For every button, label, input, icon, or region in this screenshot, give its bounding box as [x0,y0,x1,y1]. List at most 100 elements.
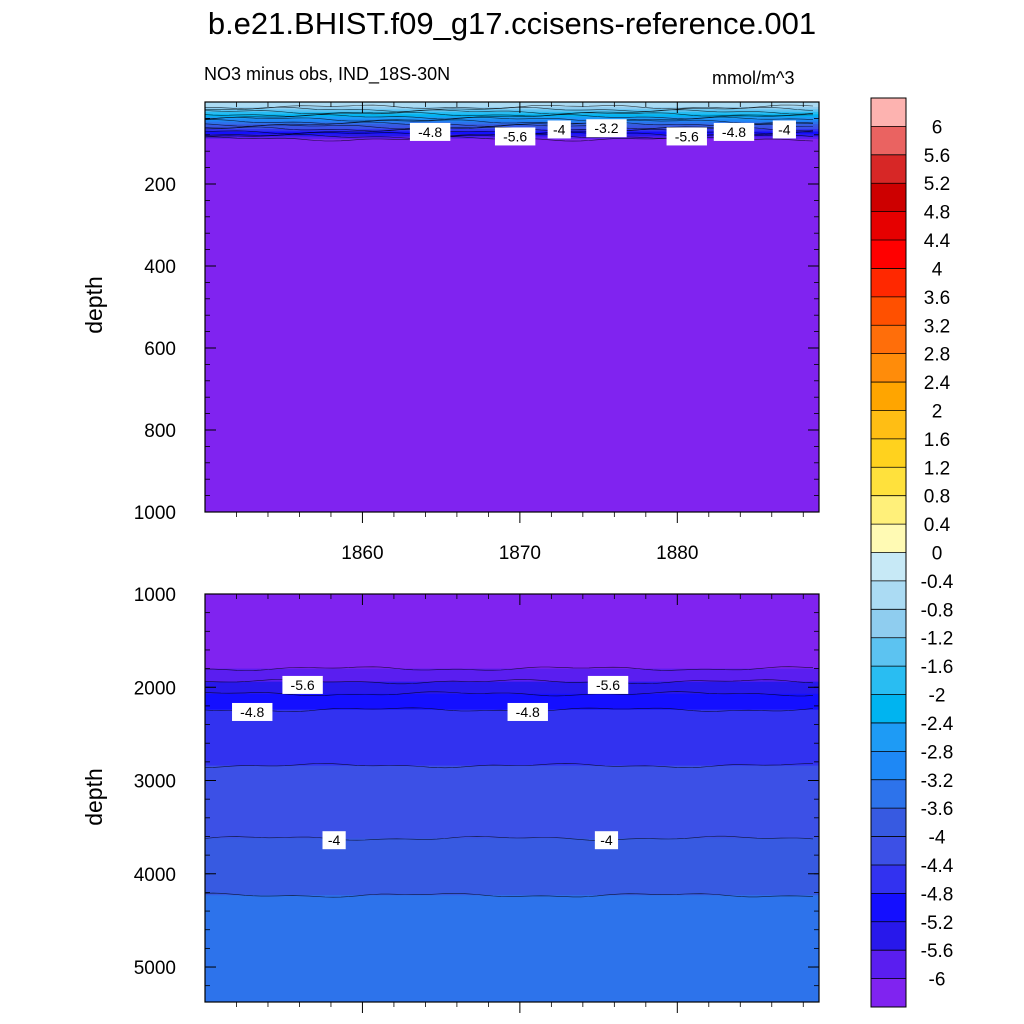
contour-band [205,106,819,110]
y-tick-label: 2000 [134,678,176,699]
colorbar-label: 2.8 [924,345,950,366]
contour-line [205,666,814,671]
contour-band [205,681,819,695]
colorbar-swatch [871,98,906,127]
colorbar-swatch [871,978,906,1008]
chart-title: b.e21.BHIST.f09_g17.ccisens-reference.00… [207,6,817,41]
colorbar-label: -5.2 [921,913,954,934]
contour-label-box [282,675,323,694]
colorbar-label: 3.6 [924,288,950,309]
colorbar-swatch [871,836,906,866]
colorbar-label: 5.2 [924,174,950,195]
contour-label: -4 [778,121,791,137]
y-tick-label: 600 [144,339,176,360]
colorbar-frame [870,97,907,1008]
colorbar-label: 2.4 [924,373,951,394]
colorbar-swatch [871,694,906,724]
contour-band [205,124,819,128]
contour-fill [205,102,819,512]
colorbar-label: -0.4 [921,572,954,593]
colorbar-label: -3.2 [921,771,954,792]
x-tick-label: 1880 [656,543,698,564]
contour-band [205,114,819,118]
colorbar-label: 3.2 [924,316,950,337]
contour-line [205,763,813,769]
colorbar-label: -2.4 [921,714,954,735]
colorbar-label: 4 [932,259,943,280]
contour-label-box [494,127,536,146]
colorbar-label: -6 [929,970,946,991]
colorbar-swatch [871,467,906,497]
contour-label-box [322,831,346,850]
plot-frame [204,101,820,513]
colorbar-label: 0.4 [924,515,951,536]
contour-label: -4 [600,832,613,848]
colorbar-swatch [871,353,906,383]
y-axis-title: depth [81,276,107,334]
colorbar-label: 6 [932,117,943,138]
colorbar-swatch [871,921,906,951]
colorbar-label: 0.8 [924,487,950,508]
contour-band [205,116,819,120]
colorbar-label: 4.4 [924,231,951,252]
contour-line [205,124,813,130]
colorbar: 6 5.6 5.2 4.8 4.4 4 3.6 3.2 2.8 2.4 2 1.6 1.2 0.8 0.4 0… [870,97,954,1008]
colorbar-swatch [871,268,906,298]
contour-label: -4.8 [722,124,746,140]
contour-band [205,838,819,896]
colorbar-label: -4 [929,828,946,849]
contour-band [205,102,819,108]
contour-label-box [772,120,796,139]
y-tick-label: 4000 [134,865,176,886]
colorbar-swatch [871,382,906,411]
contour-line [205,892,814,898]
y-tick-label: 400 [144,257,176,278]
contour-line [205,691,814,697]
contour-band [205,109,819,113]
colorbar-swatch [871,893,906,923]
plot-frame [204,593,820,1003]
colorbar-swatch [871,637,906,667]
y-tick-label: 200 [144,175,176,196]
contour-band [205,895,819,1002]
colorbar-swatch [871,240,906,269]
upper-panel: -4.8 -5.6 -4 -3.2 -5.6 -4.8 -4 200 400 600 800 1000… [81,101,820,564]
x-tick-label: 1870 [499,543,541,564]
units-label: mmol/m^3 [712,68,795,88]
colorbar-swatch [871,666,906,695]
colorbar-swatch [871,808,906,837]
colorbar-swatch [871,751,906,781]
colorbar-swatch [871,580,906,610]
contour-label: -4.8 [240,704,264,720]
colorbar-swatch [871,950,906,979]
colorbar-swatch [871,552,906,582]
colorbar-label: -4.4 [921,856,954,877]
contour-label: -5.6 [291,677,315,693]
colorbar-swatch [871,211,906,241]
y-tick-label: 5000 [134,958,176,979]
lower-panel: -5.6 -5.6 -4.8 -4.8 -4 -4 1000 2000 3000 4000 5000… [81,585,820,1013]
colorbar-swatch [871,864,906,894]
contour-line [205,106,814,112]
colorbar-swatch [871,779,906,809]
contour-line [205,109,814,115]
contour-band [205,765,819,839]
contour-label-box [666,127,707,146]
y-tick-label: 1000 [134,503,176,524]
colorbar-swatch [871,410,906,440]
contour-label: -5.6 [675,128,699,144]
x-tick-label: 1860 [341,543,383,564]
contour-band [205,138,819,512]
contour-label: -4.8 [516,704,540,720]
colorbar-label: 1.6 [924,430,950,451]
colorbar-label: 5.6 [924,146,950,167]
colorbar-label: 0 [932,544,943,565]
contour-line [205,835,814,841]
colorbar-swatch [871,126,906,156]
contour-fill [205,594,819,1002]
contour-band [205,111,819,115]
contour-label-box [547,120,571,139]
y-tick-label: 800 [144,421,176,442]
colorbar-swatch [871,609,906,639]
